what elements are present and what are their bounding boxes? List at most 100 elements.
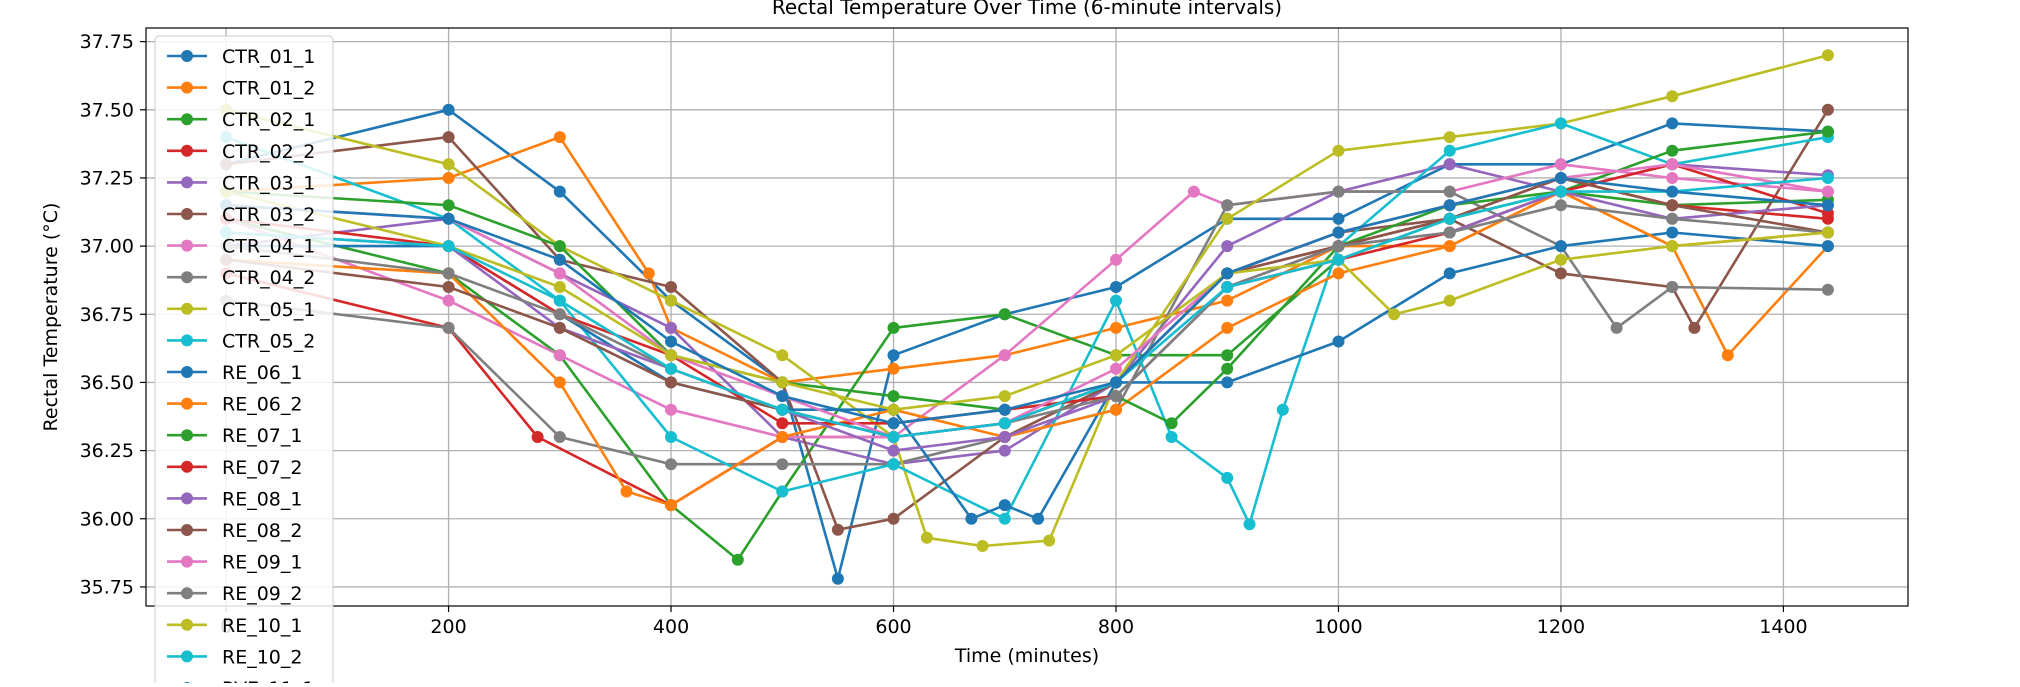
- y-tick-label: 37.00: [80, 236, 134, 258]
- data-point: [1554, 172, 1567, 184]
- data-point: [1110, 349, 1122, 362]
- data-point: [1110, 294, 1122, 307]
- data-point: [998, 417, 1011, 430]
- legend-item: RE_09_1: [167, 552, 302, 574]
- legend-label: CTR_02_1: [222, 109, 315, 131]
- data-point: [887, 390, 900, 403]
- chart-title: Rectal Temperature Over Time (6-minute i…: [772, 0, 1282, 19]
- data-point: [887, 321, 900, 334]
- data-point: [442, 294, 455, 307]
- data-point: [553, 349, 566, 362]
- legend-label: CTR_03_2: [222, 204, 315, 226]
- data-point: [1666, 226, 1679, 239]
- legend-item: CTR_02_1: [167, 109, 315, 131]
- legend-marker: [181, 492, 193, 505]
- data-point: [1221, 240, 1234, 253]
- data-point: [1443, 158, 1456, 171]
- data-point: [1221, 281, 1234, 293]
- legend-label: RE_09_2: [222, 583, 302, 605]
- data-point: [998, 349, 1011, 362]
- legend-label: RE_07_1: [222, 425, 302, 447]
- data-point: [1332, 253, 1345, 266]
- data-point: [1821, 172, 1834, 184]
- data-point: [442, 131, 455, 144]
- legend-item: RE_07_2: [167, 457, 302, 479]
- data-point: [553, 267, 566, 280]
- legend-item: RE_10_1: [167, 615, 302, 637]
- data-point: [1332, 185, 1345, 198]
- data-point: [442, 321, 455, 334]
- legend-marker: [181, 208, 193, 220]
- data-point: [1443, 144, 1456, 157]
- data-point: [1666, 212, 1679, 225]
- series-RVE_11_1: [220, 172, 1834, 430]
- data-point: [553, 321, 566, 334]
- legend-label: RE_07_2: [222, 457, 302, 479]
- data-point: [1221, 267, 1234, 280]
- legend-label: RE_06_2: [222, 394, 302, 416]
- data-point: [887, 458, 900, 471]
- axis-ticks: 020040060080010001200140035.7536.0036.25…: [80, 31, 1808, 638]
- data-point: [965, 512, 978, 525]
- y-tick-label: 36.00: [80, 508, 134, 530]
- x-tick-label: 1000: [1314, 616, 1362, 638]
- data-point: [1243, 518, 1256, 531]
- data-point: [887, 512, 900, 525]
- data-point: [998, 444, 1011, 457]
- legend-label: RE_09_1: [222, 552, 302, 574]
- legend-label: RE_08_2: [222, 520, 302, 542]
- data-point: [1666, 158, 1679, 171]
- data-point: [998, 431, 1011, 443]
- legend-label: RE_06_1: [222, 362, 302, 384]
- legend-marker: [181, 302, 193, 315]
- data-point: [1221, 362, 1234, 375]
- data-point: [1666, 90, 1679, 103]
- data-point: [553, 131, 566, 144]
- data-point: [1221, 199, 1234, 212]
- data-point: [665, 335, 677, 348]
- data-point: [776, 403, 789, 416]
- data-point: [1221, 376, 1234, 389]
- data-point: [1332, 212, 1345, 225]
- data-point: [1043, 534, 1056, 547]
- y-tick-label: 35.75: [80, 576, 134, 598]
- data-point: [1688, 321, 1701, 334]
- legend-marker: [181, 176, 193, 189]
- legend-marker: [181, 587, 193, 600]
- x-tick-label: 200: [430, 616, 466, 638]
- data-point: [887, 349, 900, 362]
- legend-box: [154, 35, 334, 687]
- data-point: [1332, 226, 1345, 239]
- data-point: [1221, 321, 1234, 334]
- data-point: [442, 199, 455, 212]
- data-point: [665, 294, 677, 307]
- data-point: [442, 172, 455, 184]
- legend-label: RE_10_2: [222, 646, 302, 668]
- legend-label: CTR_04_1: [222, 236, 315, 258]
- data-point: [1554, 253, 1567, 266]
- legend-label: RE_10_1: [222, 615, 302, 637]
- data-point: [1443, 131, 1456, 144]
- grid: [146, 28, 1908, 606]
- data-point: [731, 553, 744, 566]
- data-point: [1443, 199, 1456, 212]
- x-tick-label: 1400: [1759, 616, 1807, 638]
- y-tick-label: 36.50: [80, 372, 134, 394]
- data-point: [998, 512, 1011, 525]
- legend-label: CTR_01_2: [222, 78, 315, 100]
- y-tick-label: 37.75: [80, 31, 134, 53]
- legend-item: CTR_04_1: [167, 236, 315, 258]
- data-point: [665, 458, 677, 471]
- data-point: [665, 349, 677, 362]
- data-point: [553, 308, 566, 321]
- data-point: [553, 185, 566, 198]
- data-point: [620, 485, 633, 498]
- legend-item: RE_10_2: [167, 646, 302, 668]
- legend-marker: [181, 397, 193, 410]
- data-point: [1165, 417, 1178, 430]
- data-point: [1110, 253, 1122, 266]
- data-point: [553, 253, 566, 266]
- x-tick-label: 400: [653, 616, 689, 638]
- legend-marker: [181, 81, 193, 94]
